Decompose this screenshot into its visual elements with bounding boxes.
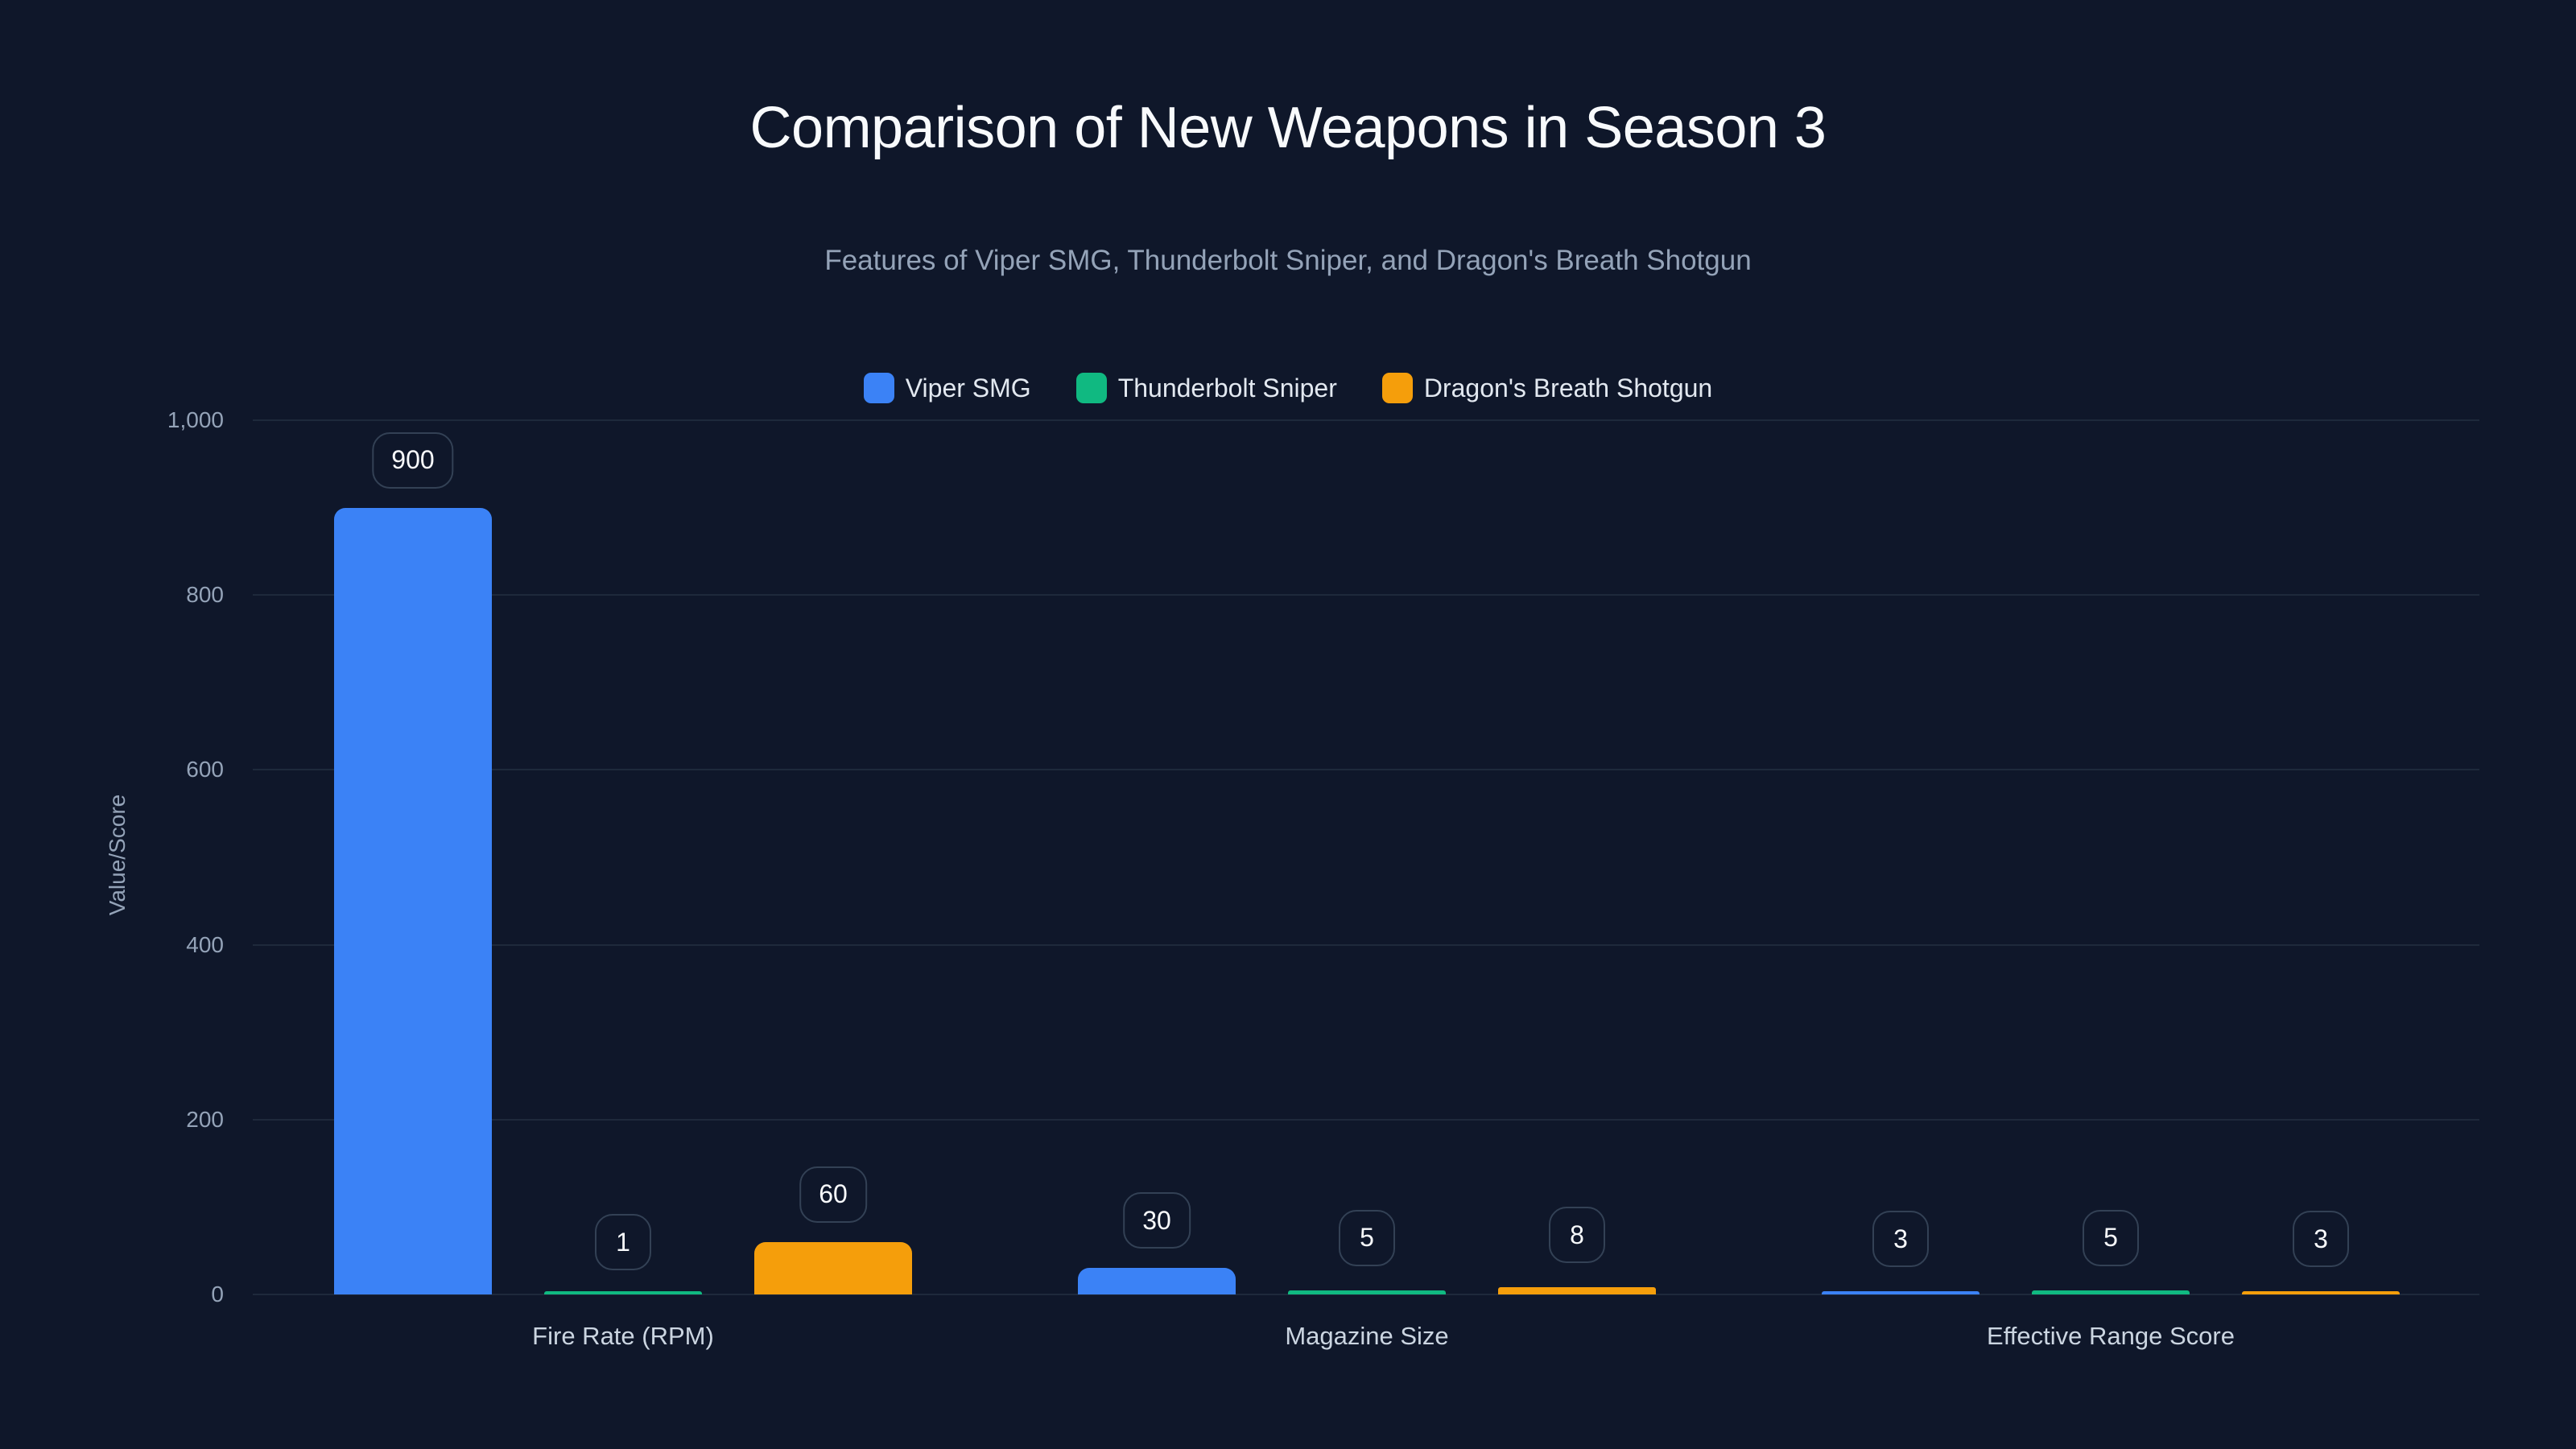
y-tick-label: 200	[186, 1106, 224, 1132]
y-tick-label: 0	[211, 1282, 224, 1307]
bar-value-label: 3	[1872, 1211, 1929, 1267]
bar-value-label: 3	[2293, 1211, 2349, 1267]
y-tick-label: 1,000	[167, 407, 224, 432]
legend-label: Dragon's Breath Shotgun	[1423, 373, 1713, 402]
bar-value-label: 60	[799, 1166, 867, 1223]
x-tick-label: Effective Range Score	[1987, 1322, 2235, 1350]
bar-value-label: 5	[1339, 1209, 1395, 1266]
legend-label: Thunderbolt Sniper	[1117, 373, 1337, 402]
x-tick-label: Magazine Size	[1285, 1322, 1449, 1350]
gridline	[253, 943, 2479, 946]
legend-item-viper-smg[interactable]: Viper SMG	[863, 373, 1031, 403]
legend-item-dragons-breath-shotgun[interactable]: Dragon's Breath Shotgun	[1381, 373, 1713, 403]
bar[interactable]	[1288, 1290, 1446, 1294]
bar-value-label: 8	[1549, 1207, 1605, 1264]
y-tick-label: 800	[186, 582, 224, 608]
gridline	[253, 769, 2479, 771]
bar[interactable]	[2242, 1291, 2400, 1294]
chart-subtitle: Features of Viper SMG, Thunderbolt Snipe…	[824, 245, 1752, 276]
gridline	[253, 419, 2479, 421]
gridline	[253, 594, 2479, 597]
legend-label: Viper SMG	[905, 373, 1031, 402]
bar[interactable]	[544, 1291, 702, 1294]
chart-title: Comparison of New Weapons in Season 3	[749, 96, 1827, 160]
y-axis-label: Value/Score	[105, 794, 130, 916]
gridline	[253, 1294, 2479, 1295]
x-tick-label: Fire Rate (RPM)	[532, 1322, 714, 1350]
bar-value-label: 5	[2083, 1209, 2139, 1266]
plot-area: 900 1 60 30 5 8 3 5 3	[253, 419, 2479, 1295]
bar-value-label: 30	[1123, 1192, 1191, 1249]
y-tick-label: 600	[186, 757, 224, 782]
bar-value-label: 900	[372, 431, 454, 489]
legend: Viper SMG Thunderbolt Sniper Dragon's Br…	[0, 373, 2576, 403]
legend-item-thunderbolt-sniper[interactable]: Thunderbolt Sniper	[1075, 373, 1337, 403]
legend-swatch-icon	[1075, 373, 1107, 403]
y-tick-label: 400	[186, 931, 224, 957]
bar[interactable]	[1498, 1287, 1656, 1294]
bar[interactable]	[334, 507, 492, 1294]
bar[interactable]	[754, 1241, 912, 1294]
gridline	[253, 1118, 2479, 1121]
legend-swatch-icon	[1381, 373, 1413, 403]
bar[interactable]	[2032, 1290, 2190, 1294]
bar[interactable]	[1078, 1268, 1236, 1294]
bar-value-label: 1	[595, 1214, 651, 1270]
bar[interactable]	[1822, 1291, 1979, 1294]
legend-swatch-icon	[863, 373, 894, 403]
